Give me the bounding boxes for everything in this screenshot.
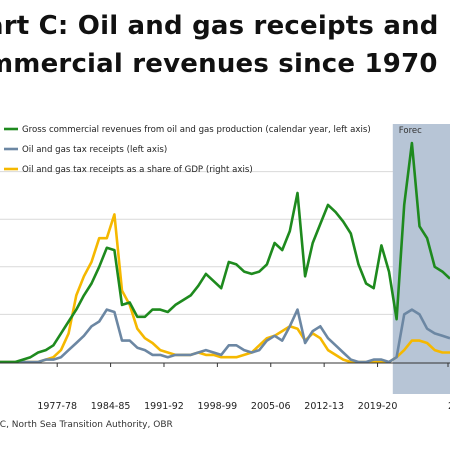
x-ticks: 1977-78 1984-85 1991-92 1998-99 2005-06 2012-… xyxy=(37,363,450,412)
x-tick-label: 1977-78 xyxy=(37,401,77,412)
x-tick-label: 1984-85 xyxy=(91,401,131,412)
x-tick-label: 2012-13 xyxy=(304,401,344,412)
chart-title-line-1: art C: Oil and gas receipts and xyxy=(0,11,439,41)
x-tick-label: 2019-20 xyxy=(358,401,398,412)
chart: Forec 1977-78 1984-85 1991-92 1998-99 2005-0… xyxy=(0,124,450,412)
legend-entry: Gross commercial revenues from oil and g… xyxy=(22,125,371,135)
x-tick-label: 2005-06 xyxy=(251,401,291,412)
series-line xyxy=(0,213,450,364)
legend: Gross commercial revenues from oil and g… xyxy=(4,125,371,175)
x-tick-label: 20 xyxy=(448,401,450,412)
forecast-band xyxy=(392,124,450,394)
chart-title-line-2: mmercial revenues since 1970 xyxy=(0,49,438,79)
legend-entry: Oil and gas tax receipts (left axis) xyxy=(22,145,167,155)
series-lines xyxy=(0,141,450,364)
source-note: RC, North Sea Transition Authority, OBR xyxy=(0,420,173,430)
legend-entry: Oil and gas tax receipts as a share of G… xyxy=(22,165,253,175)
gridlines xyxy=(0,171,450,315)
x-tick-label: 1991-92 xyxy=(144,401,184,412)
forecast-label: Forec xyxy=(399,126,422,136)
x-tick-label: 1998-99 xyxy=(198,401,238,412)
series-line xyxy=(0,308,450,364)
series-line xyxy=(0,141,450,364)
